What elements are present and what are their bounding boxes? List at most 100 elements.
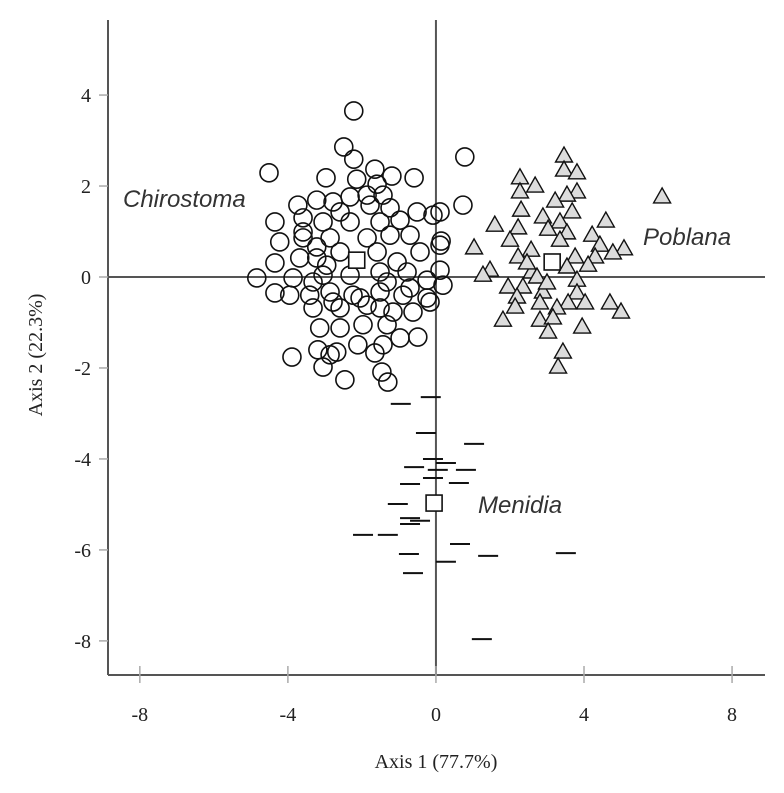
point-chirostoma xyxy=(282,347,302,367)
point-chirostoma xyxy=(323,192,343,212)
point-chirostoma xyxy=(343,101,364,121)
point-chirostoma xyxy=(350,288,370,308)
point-chirostoma xyxy=(367,242,387,262)
point-chirostoma xyxy=(400,225,420,245)
y-tick-label: -6 xyxy=(74,540,91,562)
point-chirostoma xyxy=(453,195,473,215)
point-chirostoma xyxy=(377,314,397,335)
point-chirostoma xyxy=(367,174,387,195)
point-chirostoma xyxy=(373,185,393,205)
point-poblana xyxy=(530,292,550,310)
y-tick-label: -4 xyxy=(74,449,91,471)
point-poblana xyxy=(550,211,570,229)
point-poblana xyxy=(505,296,525,314)
point-chirostoma xyxy=(417,288,437,308)
point-chirostoma xyxy=(279,285,300,305)
centroid-poblana xyxy=(543,253,561,271)
label-menidia: Menidia xyxy=(478,492,562,519)
data-points xyxy=(246,101,672,641)
point-chirostoma xyxy=(348,334,368,355)
point-chirostoma xyxy=(420,292,440,312)
point-poblana xyxy=(567,162,587,180)
y-tick-label: -8 xyxy=(74,631,91,653)
point-chirostoma xyxy=(380,198,400,218)
point-poblana xyxy=(578,254,598,272)
point-poblana xyxy=(550,229,570,247)
point-poblana xyxy=(493,309,513,327)
point-chirostoma xyxy=(313,212,333,232)
point-poblana xyxy=(517,252,537,270)
point-poblana xyxy=(557,184,577,202)
point-poblana xyxy=(527,266,547,284)
point-chirostoma xyxy=(308,339,328,360)
point-chirostoma xyxy=(377,272,397,292)
point-chirostoma xyxy=(390,328,410,348)
point-poblana xyxy=(590,234,610,252)
point-poblana xyxy=(545,190,565,208)
point-chirostoma xyxy=(265,212,285,232)
x-axis-title: Axis 1 (77.7%) xyxy=(375,751,498,773)
y-tick-label: -2 xyxy=(74,358,91,380)
point-chirostoma xyxy=(360,195,380,215)
point-poblana xyxy=(530,309,550,327)
point-chirostoma xyxy=(306,248,327,268)
point-poblana xyxy=(508,217,528,235)
label-chirostoma: Chirostoma xyxy=(123,186,246,213)
point-chirostoma xyxy=(303,272,323,292)
point-chirostoma xyxy=(370,298,390,318)
point-chirostoma xyxy=(380,225,400,245)
point-chirostoma xyxy=(404,168,424,188)
point-chirostoma xyxy=(353,314,373,335)
point-chirostoma xyxy=(387,252,407,272)
point-chirostoma xyxy=(357,228,377,248)
point-chirostoma xyxy=(393,285,413,305)
point-chirostoma xyxy=(365,343,385,363)
point-chirostoma xyxy=(455,147,475,167)
point-poblana xyxy=(575,292,595,310)
point-chirostoma xyxy=(299,285,320,305)
x-tick-label: 0 xyxy=(431,704,441,726)
point-poblana xyxy=(557,256,577,274)
point-poblana xyxy=(611,301,631,319)
point-chirostoma xyxy=(433,275,453,295)
point-chirostoma xyxy=(288,195,308,215)
point-chirostoma xyxy=(397,262,417,282)
centroids xyxy=(347,251,561,512)
point-poblana xyxy=(565,246,585,264)
point-chirostoma xyxy=(340,212,360,232)
point-chirostoma xyxy=(357,295,377,315)
point-poblana xyxy=(485,214,505,232)
point-chirostoma xyxy=(265,283,285,303)
point-poblana xyxy=(553,341,573,359)
point-chirostoma xyxy=(370,262,390,282)
point-poblana xyxy=(652,186,672,204)
point-chirostoma xyxy=(333,137,354,157)
point-poblana xyxy=(537,272,557,290)
point-chirostoma xyxy=(293,228,313,248)
point-poblana xyxy=(554,159,574,177)
y-tick-label: 4 xyxy=(81,85,91,107)
y-tick-label: 0 xyxy=(81,267,91,289)
point-poblana xyxy=(596,210,616,228)
x-tick-label: -4 xyxy=(280,704,297,726)
point-chirostoma xyxy=(423,205,443,225)
point-poblana xyxy=(572,316,592,334)
point-poblana xyxy=(510,181,530,199)
point-poblana xyxy=(508,246,528,264)
point-chirostoma xyxy=(330,318,350,338)
point-chirostoma xyxy=(410,242,430,262)
y-axis-title: Axis 2 (22.3%) xyxy=(25,294,47,417)
centroid-menidia xyxy=(425,494,443,512)
point-chirostoma xyxy=(330,242,350,262)
point-poblana xyxy=(464,237,484,255)
label-poblana: Poblana xyxy=(643,224,731,251)
point-chirostoma xyxy=(408,327,428,347)
point-chirostoma xyxy=(303,298,323,318)
point-chirostoma xyxy=(309,318,330,338)
point-poblana xyxy=(525,175,545,193)
point-chirostoma xyxy=(293,208,313,228)
point-poblana xyxy=(567,282,587,300)
point-chirostoma xyxy=(320,282,340,302)
point-chirostoma xyxy=(390,210,410,230)
